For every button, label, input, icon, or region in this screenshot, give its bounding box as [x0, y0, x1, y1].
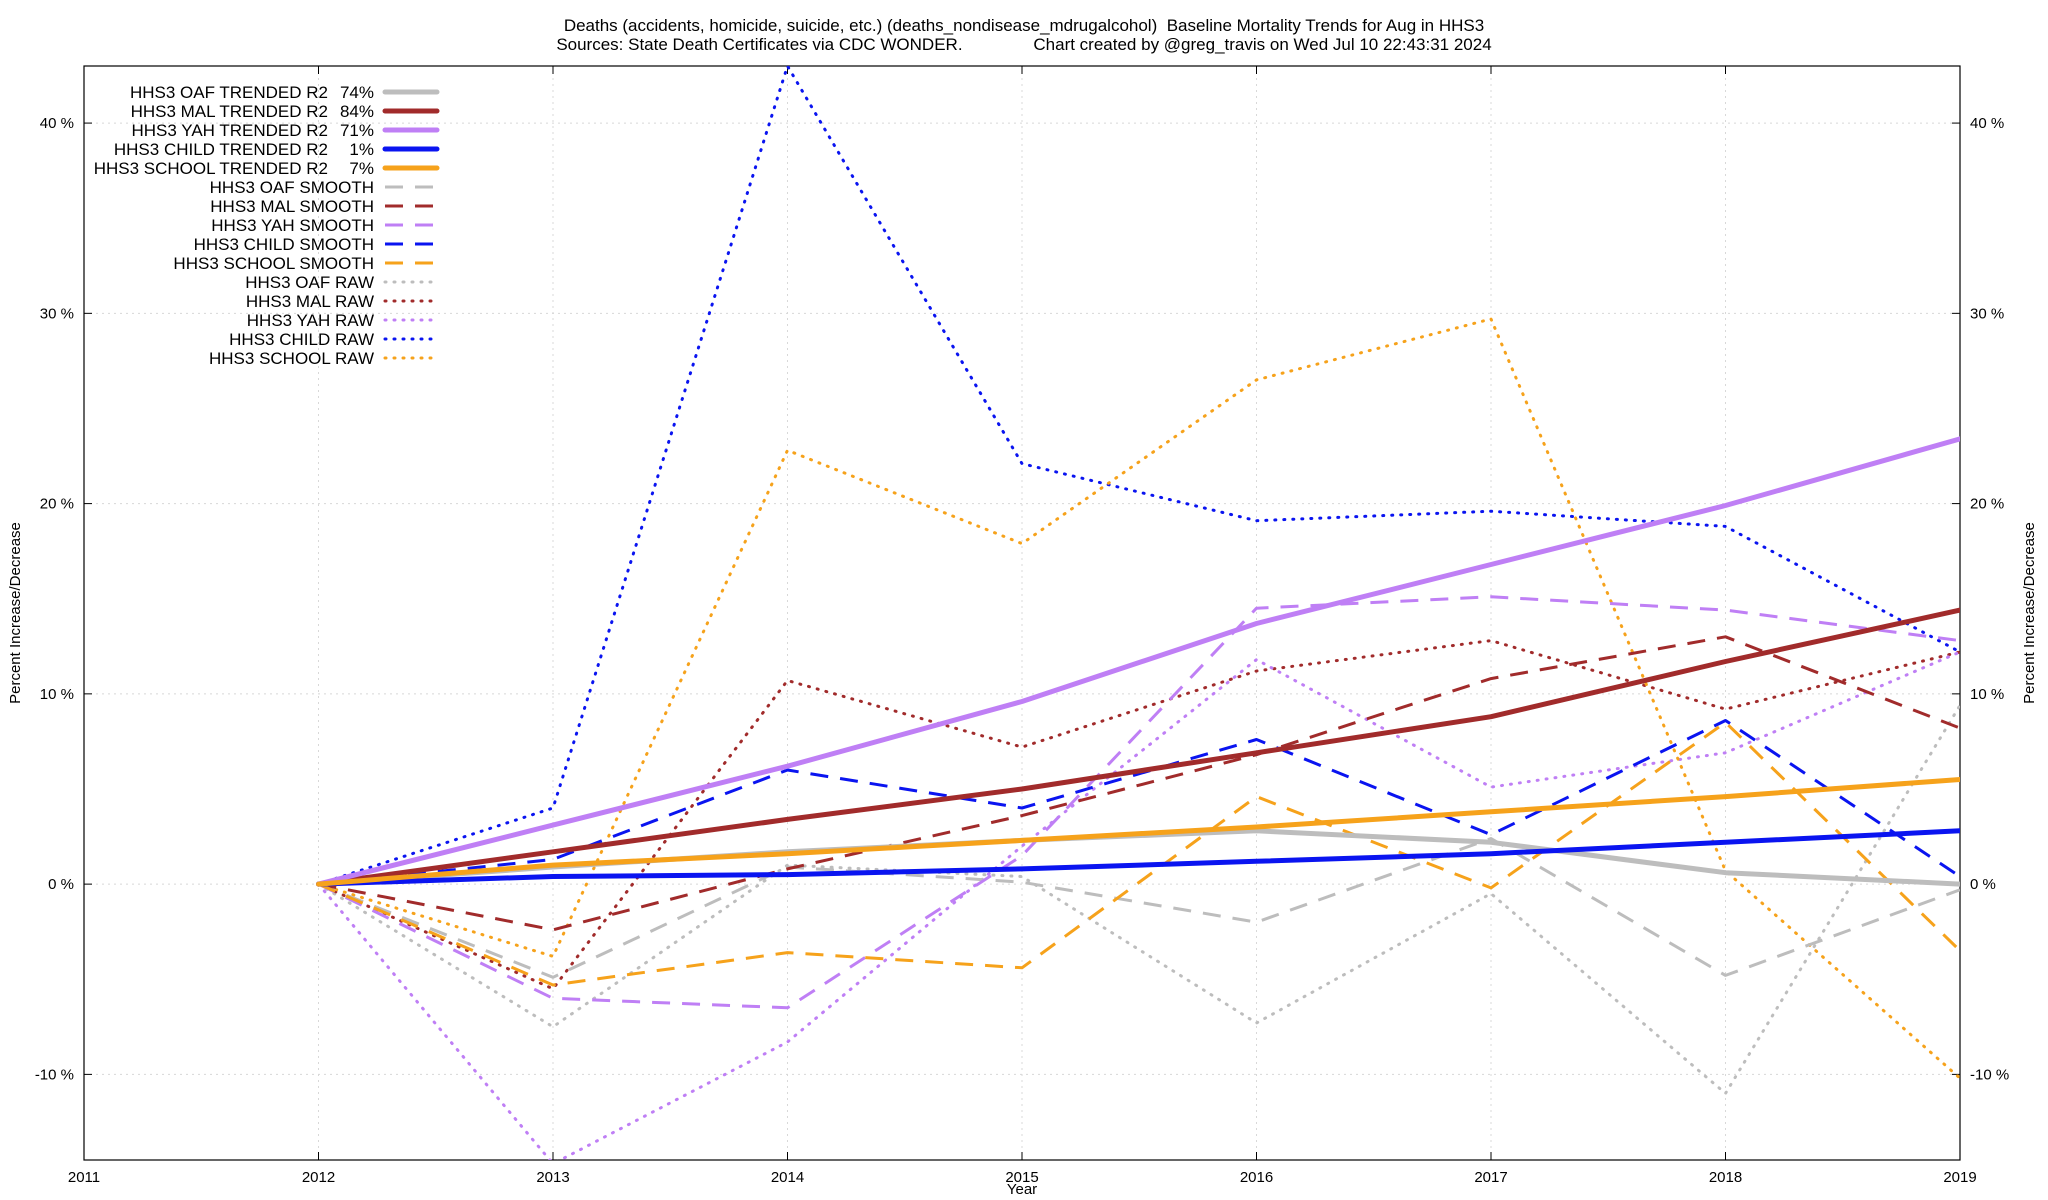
series-line-hhs3-oaf-raw: [317, 703, 1960, 1095]
y-tick-label: 40 %: [40, 115, 74, 132]
legend-label: HHS3 YAH SMOOTH: [211, 216, 374, 235]
series-line-hhs3-yah-trended-r2: [316, 436, 1960, 887]
legend-r2: 74%: [340, 83, 374, 102]
series-line-hhs3-oaf-smooth: [317, 837, 1960, 979]
series-line-hhs3-yah-smooth: [317, 595, 1960, 1010]
x-tick-label: 2013: [536, 1169, 569, 1186]
legend-r2: 7%: [349, 159, 374, 178]
legend-label: HHS3 SCHOOL SMOOTH: [173, 254, 374, 273]
y-tick-label: -10 %: [35, 1066, 74, 1083]
chart-title: Deaths (accidents, homicide, suicide, et…: [563, 16, 1485, 35]
legend-label: HHS3 OAF TRENDED R2: [130, 83, 328, 102]
legend-label: HHS3 CHILD RAW: [229, 330, 374, 349]
x-tick-label: 2011: [68, 1169, 100, 1186]
x-tick-label: 2012: [302, 1169, 335, 1186]
legend-label: HHS3 OAF SMOOTH: [210, 178, 374, 197]
legend-r2: 84%: [340, 102, 374, 121]
legend-label: HHS3 SCHOOL RAW: [209, 349, 374, 368]
series-line-hhs3-child-trended-r2: [316, 828, 1960, 887]
x-tick-label: 2014: [771, 1169, 804, 1186]
series-line-hhs3-yah-raw: [317, 650, 1960, 1160]
x-tick-label: 2018: [1709, 1169, 1742, 1186]
legend-label: HHS3 CHILD SMOOTH: [194, 235, 374, 254]
y-tick-label: 10 %: [40, 686, 74, 703]
series-line-hhs3-school-raw: [317, 317, 1960, 1080]
legend-label: HHS3 MAL RAW: [246, 292, 374, 311]
chart-subtitle: Sources: State Death Certificates via CD…: [556, 35, 1492, 54]
legend-r2: 71%: [340, 121, 374, 140]
legend-label: HHS3 YAH RAW: [247, 311, 374, 330]
legend-label: HHS3 OAF RAW: [245, 273, 374, 292]
y-tick-label: 30 %: [40, 305, 74, 322]
series-line-hhs3-child-raw: [317, 66, 1960, 886]
legend-label: HHS3 SCHOOL TRENDED R2: [94, 159, 328, 178]
x-tick-label: 2017: [1474, 1169, 1507, 1186]
series-line-hhs3-school-smooth: [317, 720, 1960, 987]
series-line-hhs3-mal-trended-r2: [316, 607, 1960, 887]
legend-label: HHS3 MAL SMOOTH: [210, 197, 374, 216]
legend-label: HHS3 MAL TRENDED R2: [131, 102, 328, 121]
x-tick-label: 2016: [1240, 1169, 1273, 1186]
y-axis-label: Percent Increase/Decrease: [7, 522, 24, 704]
x-axis-label: Year: [1007, 1181, 1037, 1198]
y-axis-label-right: Percent Increase/Decrease: [2021, 522, 2038, 704]
y-tick-label-right: -10 %: [1970, 1066, 2009, 1083]
y-tick-label-right: 10 %: [1970, 686, 2004, 703]
legend-r2: 1%: [349, 140, 374, 159]
y-tick-label-right: 20 %: [1970, 496, 2004, 513]
legend-label: HHS3 YAH TRENDED R2: [132, 121, 329, 140]
y-tick-label-right: 40 %: [1970, 115, 2004, 132]
y-tick-label: 0 %: [48, 876, 74, 893]
x-tick-label: 2019: [1943, 1169, 1976, 1186]
series-line-hhs3-child-smooth: [318, 719, 1960, 886]
series-line-hhs3-mal-smooth: [318, 635, 1960, 932]
x-tick-label: 2015: [1005, 1169, 1038, 1186]
y-tick-label-right: 30 %: [1970, 305, 2004, 322]
legend-label: HHS3 CHILD TRENDED R2: [114, 140, 328, 159]
series-line-hhs3-school-trended-r2: [316, 777, 1960, 887]
series-line-hhs3-mal-raw: [317, 639, 1960, 991]
y-tick-label-right: 0 %: [1970, 876, 1996, 893]
y-tick-label: 20 %: [40, 496, 74, 513]
